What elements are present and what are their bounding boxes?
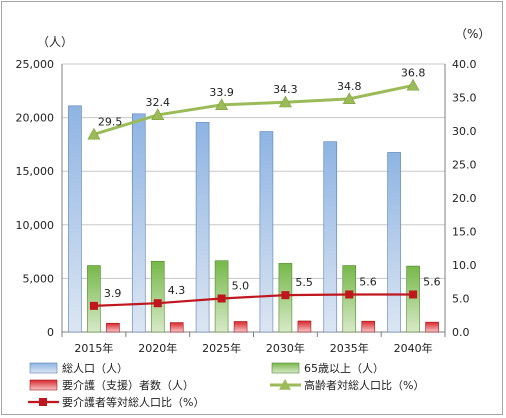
bar-total-population <box>259 131 274 333</box>
bar-total-population <box>323 141 338 333</box>
bar-care-needed <box>425 321 439 333</box>
data-label-care-ratio: 5.0 <box>232 280 250 293</box>
data-label-elderly-ratio: 33.9 <box>209 86 234 99</box>
bar-age-65-plus <box>342 265 357 333</box>
marker-elderly-ratio <box>87 127 101 140</box>
y-left-tick-label: 0 <box>47 326 54 339</box>
bar-care-needed <box>297 320 312 333</box>
data-label-elderly-ratio: 34.3 <box>273 83 298 96</box>
y-left-tick-label: 5,000 <box>23 272 55 285</box>
marker-elderly-ratio <box>406 78 420 91</box>
y-right-tick-label: 25.0 <box>452 159 477 172</box>
marker-elderly-ratio <box>342 92 356 104</box>
bar-care-needed <box>169 322 184 333</box>
y-right-tick-label: 20.0 <box>452 192 477 205</box>
y-left-tick-label: 25,000 <box>16 58 55 71</box>
bar-age-65-plus <box>150 260 165 333</box>
data-label-care-ratio: 5.5 <box>295 276 313 289</box>
y-left-tick-label: 15,000 <box>16 165 55 178</box>
data-label-elderly-ratio: 32.4 <box>146 96 171 109</box>
y-right-tick-label: 30.0 <box>452 125 477 138</box>
marker-care-ratio <box>281 291 290 300</box>
legend-marker <box>39 398 47 406</box>
x-tick-label: 2025年 <box>202 341 241 355</box>
legend-swatch <box>29 379 58 391</box>
x-tick-label: 2020年 <box>138 341 177 355</box>
x-tick-label: 2030年 <box>266 341 305 355</box>
bar-care-needed <box>361 320 376 333</box>
data-label-care-ratio: 5.6 <box>423 275 441 288</box>
legend-label: 総人口（人） <box>62 361 128 375</box>
legend-swatch <box>271 362 300 374</box>
marker-care-ratio <box>409 290 418 299</box>
legend-label: 要介護（支援）者数（人） <box>62 378 194 392</box>
line-care-ratio <box>93 293 414 307</box>
legend-marker <box>279 379 291 390</box>
data-label-elderly-ratio: 29.5 <box>98 115 123 128</box>
marker-elderly-ratio <box>278 95 292 108</box>
legend-label: 65歳以上（人） <box>304 362 384 375</box>
y-left-tick-label: 10,000 <box>16 219 55 232</box>
bar-age-65-plus <box>406 265 420 333</box>
legend-label: 高齢者対総人口比（%） <box>304 378 424 392</box>
marker-care-ratio <box>89 301 98 310</box>
bar-age-65-plus <box>87 265 101 333</box>
data-label-elderly-ratio: 34.8 <box>337 80 362 93</box>
marker-elderly-ratio <box>215 98 229 110</box>
data-label-care-ratio: 3.9 <box>104 287 122 300</box>
y-left-tick-label: 20,000 <box>16 112 55 125</box>
data-label-care-ratio: 5.6 <box>359 275 377 288</box>
bar-care-needed <box>106 322 120 333</box>
legend-swatch <box>29 362 58 374</box>
y-right-tick-label: 5.0 <box>452 293 470 306</box>
y-right-tick-label: 35.0 <box>452 92 477 105</box>
x-tick-label: 2035年 <box>330 341 369 355</box>
bar-total-population <box>387 152 401 333</box>
y-right-tick-label: 10.0 <box>452 259 477 272</box>
legend-label: 要介護者等対総人口比（%） <box>62 395 204 409</box>
bar-care-needed <box>233 321 248 333</box>
y-right-tick-label: 40.0 <box>452 58 477 71</box>
x-tick-label: 2015年 <box>74 341 113 355</box>
marker-care-ratio <box>153 299 162 308</box>
marker-care-ratio <box>345 290 354 299</box>
bar-total-population <box>195 122 210 333</box>
marker-elderly-ratio <box>151 108 165 121</box>
data-label-care-ratio: 4.3 <box>168 284 186 297</box>
y-right-tick-label: 15.0 <box>452 226 477 239</box>
y-left-unit: （人） <box>37 35 73 49</box>
x-tick-label: 2040年 <box>394 341 433 355</box>
marker-care-ratio <box>217 294 226 303</box>
bar-total-population <box>68 105 82 333</box>
bar-total-population <box>131 113 146 333</box>
data-label-elderly-ratio: 36.8 <box>401 66 426 79</box>
y-right-tick-label: 0.0 <box>452 326 470 339</box>
y-right-unit: （%） <box>455 27 490 41</box>
line-elderly-ratio <box>93 83 414 136</box>
